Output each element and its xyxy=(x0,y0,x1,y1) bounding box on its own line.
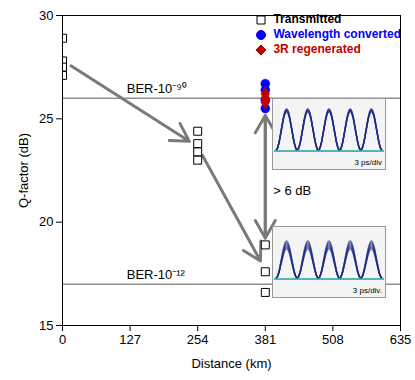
svg-text:127: 127 xyxy=(119,332,141,347)
svg-text:508: 508 xyxy=(322,332,344,347)
svg-text:30: 30 xyxy=(39,8,53,23)
svg-text:BER-10⁻¹²: BER-10⁻¹² xyxy=(127,267,186,282)
html-text:Transmitted: Transmitted xyxy=(273,12,342,26)
html-text:3R regenerated: 3R regenerated xyxy=(273,42,361,56)
svg-text:15: 15 xyxy=(39,318,53,333)
svg-text:254: 254 xyxy=(187,332,209,347)
svg-text:BER-10⁻⁹⁰: BER-10⁻⁹⁰ xyxy=(127,81,187,96)
svg-text:0: 0 xyxy=(59,332,66,347)
svg-text:Distance (km): Distance (km) xyxy=(191,356,271,371)
svg-text:Q-factor (dB): Q-factor (dB) xyxy=(16,133,31,208)
svg-text:20: 20 xyxy=(39,214,53,229)
svg-text:3 ps/div.: 3 ps/div. xyxy=(353,286,382,295)
svg-text:25: 25 xyxy=(39,111,53,126)
svg-text:381: 381 xyxy=(254,332,276,347)
svg-text:3 ps/div: 3 ps/div xyxy=(354,158,382,167)
svg-text:> 6 dB: > 6 dB xyxy=(273,183,311,198)
html-text:Wavelength converted: Wavelength converted xyxy=(273,27,401,41)
svg-text:635: 635 xyxy=(390,332,412,347)
